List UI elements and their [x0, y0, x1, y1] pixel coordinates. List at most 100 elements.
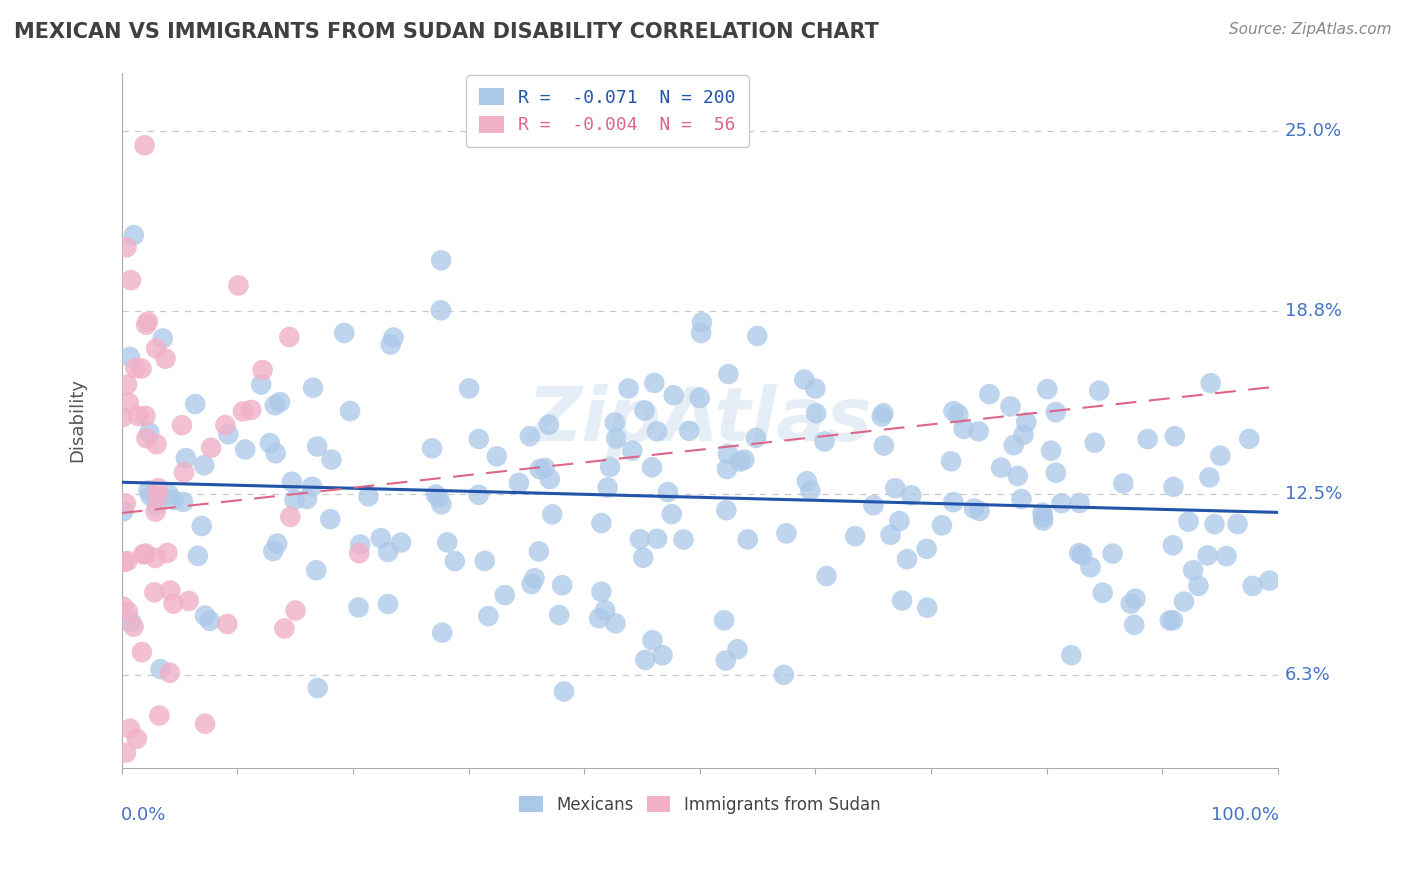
Point [873, 439, 896, 453]
Point [162, 597, 184, 611]
Point [1163, 480, 1185, 494]
Point [146, 481, 169, 495]
Point [135, 547, 157, 561]
Point [159, 583, 181, 598]
Point [1032, 506, 1054, 520]
Point [115, 377, 138, 392]
Point [1112, 476, 1135, 491]
Point [138, 425, 160, 440]
Point [143, 585, 166, 599]
Point [146, 499, 169, 513]
Point [377, 545, 399, 559]
Point [307, 681, 329, 695]
Point [689, 391, 711, 405]
Point [844, 529, 866, 543]
Point [1258, 574, 1281, 588]
Point [467, 488, 489, 502]
Point [420, 441, 443, 455]
Point [690, 315, 713, 329]
Point [1091, 586, 1114, 600]
Point [122, 228, 145, 243]
Point [295, 492, 318, 507]
Point [733, 452, 755, 467]
Point [281, 475, 304, 489]
Point [117, 605, 139, 619]
Point [1045, 405, 1067, 419]
Text: MEXICAN VS IMMIGRANTS FROM SUDAN DISABILITY CORRELATION CHART: MEXICAN VS IMMIGRANTS FROM SUDAN DISABIL… [14, 22, 879, 42]
Point [969, 504, 991, 518]
Point [678, 424, 700, 438]
Point [813, 434, 835, 449]
Point [159, 665, 181, 680]
Point [1119, 597, 1142, 611]
Point [599, 459, 621, 474]
Point [232, 404, 254, 418]
Point [915, 541, 938, 556]
Point [425, 487, 447, 501]
Point [529, 462, 551, 476]
Point [1002, 438, 1025, 452]
Point [541, 508, 564, 522]
Point [444, 554, 467, 568]
Point [588, 611, 610, 625]
Point [1045, 466, 1067, 480]
Point [146, 489, 169, 503]
Text: ZipAtlas: ZipAtlas [527, 384, 872, 457]
Point [125, 731, 148, 746]
Point [156, 822, 179, 836]
Point [1012, 427, 1035, 442]
Point [250, 377, 273, 392]
Point [1060, 648, 1083, 663]
Point [430, 253, 453, 268]
Point [120, 273, 142, 287]
Point [1069, 496, 1091, 510]
Point [533, 461, 555, 475]
Point [967, 425, 990, 439]
Point [152, 331, 174, 345]
Point [1215, 549, 1237, 563]
Point [1182, 563, 1205, 577]
Point [436, 535, 458, 549]
Point [115, 554, 138, 568]
Point [1204, 517, 1226, 532]
Point [799, 483, 821, 498]
Point [118, 396, 141, 410]
Point [713, 613, 735, 627]
Point [194, 608, 217, 623]
Point [662, 388, 685, 402]
Point [135, 318, 157, 332]
Point [118, 722, 141, 736]
Point [745, 431, 768, 445]
Point [430, 497, 453, 511]
Point [263, 398, 285, 412]
Text: 0.0%: 0.0% [121, 805, 166, 824]
Point [157, 487, 180, 501]
Point [657, 485, 679, 500]
Point [145, 342, 167, 356]
Point [527, 544, 550, 558]
Point [131, 361, 153, 376]
Point [349, 537, 371, 551]
Point [120, 615, 142, 629]
Point [136, 315, 159, 329]
Point [628, 533, 651, 547]
Point [605, 616, 627, 631]
Point [917, 600, 939, 615]
Point [672, 533, 695, 547]
Point [690, 326, 713, 340]
Point [617, 381, 640, 395]
Point [939, 454, 962, 468]
Point [111, 599, 134, 614]
Point [112, 504, 135, 518]
Point [900, 488, 922, 502]
Point [174, 451, 197, 466]
Point [553, 684, 575, 698]
Text: 6.3%: 6.3% [1285, 665, 1330, 683]
Point [1088, 384, 1111, 398]
Point [1159, 614, 1181, 628]
Point [432, 625, 454, 640]
Point [162, 492, 184, 507]
Point [990, 460, 1012, 475]
Point [177, 594, 200, 608]
Point [952, 422, 974, 436]
